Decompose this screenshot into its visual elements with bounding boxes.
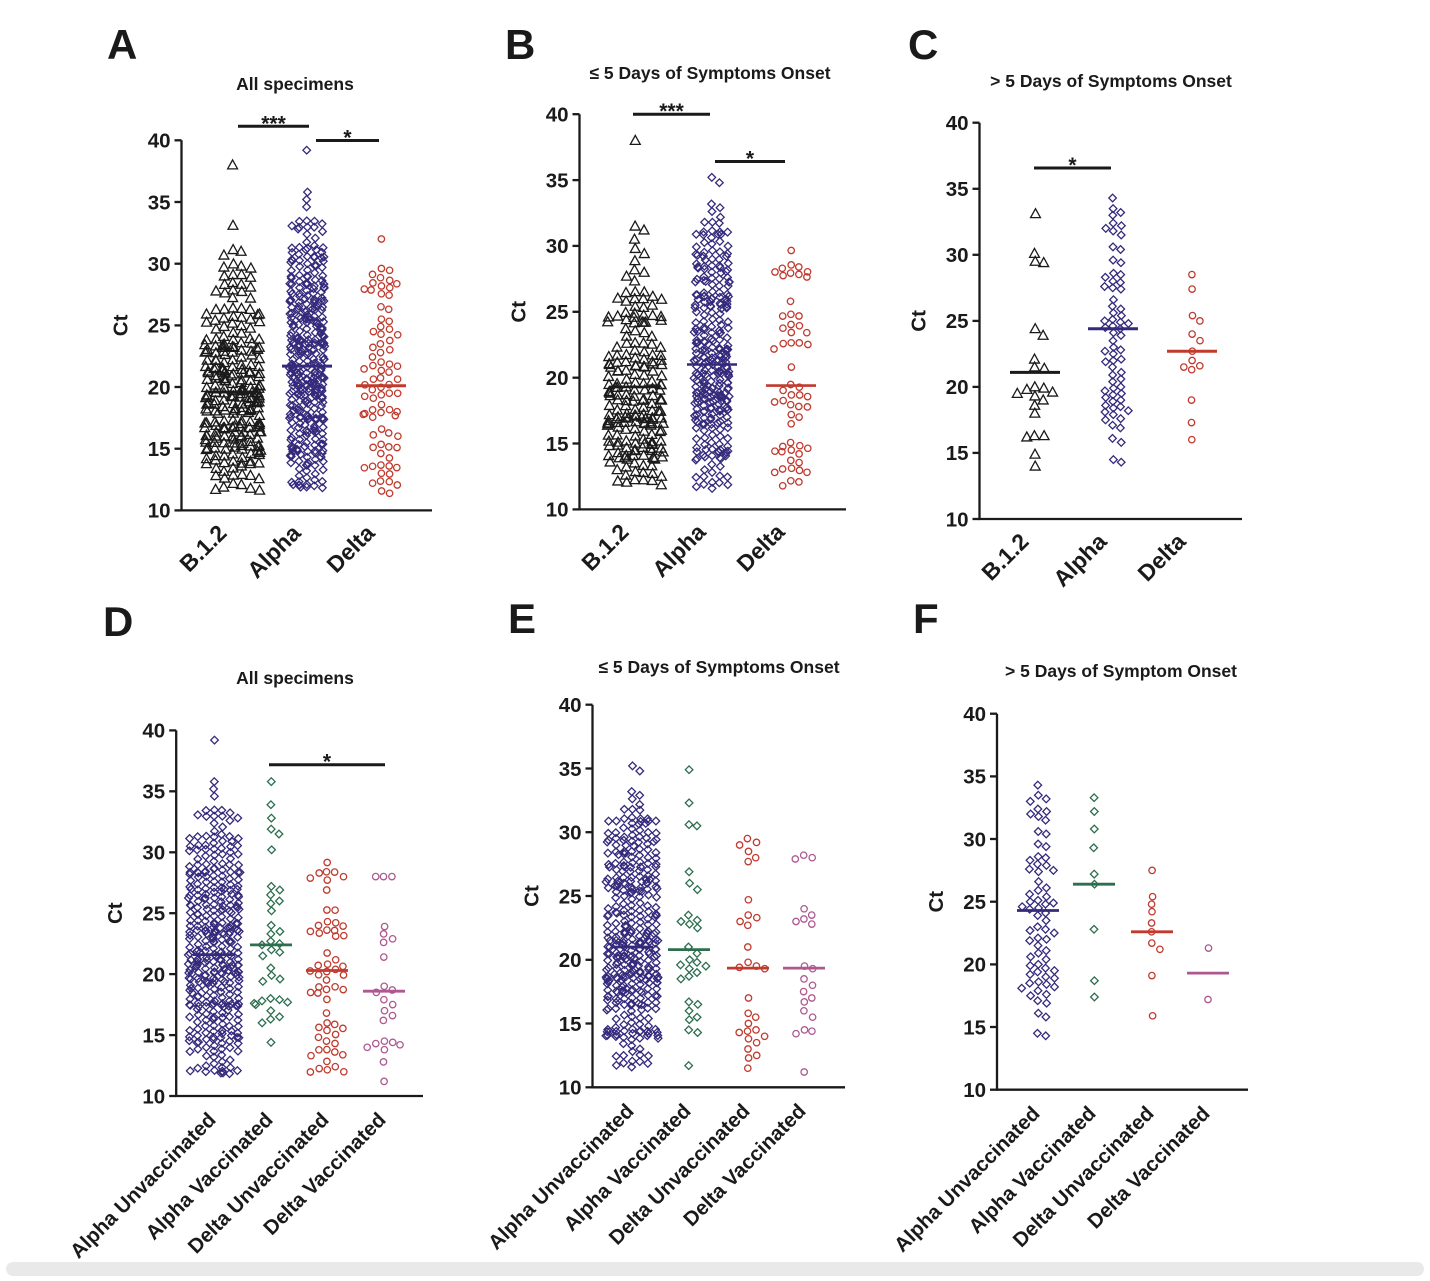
svg-text:> 5 Days of Symptom Onset: > 5 Days of Symptom Onset [1005, 661, 1237, 681]
svg-text:≤ 5 Days of Symptoms Onset: ≤ 5 Days of Symptoms Onset [589, 63, 830, 83]
svg-text:40: 40 [946, 112, 969, 135]
svg-text:25: 25 [963, 891, 986, 914]
svg-text:20: 20 [963, 954, 986, 977]
svg-text:Ct: Ct [908, 310, 931, 332]
svg-text:10: 10 [963, 1079, 986, 1102]
svg-text:25: 25 [546, 301, 569, 324]
svg-text:15: 15 [946, 442, 969, 465]
svg-text:E: E [508, 595, 536, 642]
svg-text:30: 30 [142, 842, 165, 865]
svg-text:B: B [505, 21, 535, 68]
svg-text:25: 25 [559, 885, 582, 908]
svg-text:40: 40 [546, 104, 569, 127]
svg-text:40: 40 [142, 720, 165, 743]
svg-text:15: 15 [148, 438, 171, 461]
svg-text:***: *** [261, 112, 286, 135]
svg-text:10: 10 [946, 508, 969, 531]
svg-text:*: * [323, 751, 332, 774]
svg-text:40: 40 [963, 703, 986, 726]
svg-text:Ct: Ct [925, 891, 948, 913]
svg-text:Ct: Ct [508, 301, 531, 323]
svg-text:25: 25 [142, 903, 165, 926]
svg-text:25: 25 [946, 310, 969, 333]
svg-text:10: 10 [142, 1085, 165, 1108]
svg-text:D: D [103, 598, 133, 645]
svg-text:25: 25 [148, 315, 171, 338]
svg-text:C: C [908, 21, 938, 68]
svg-text:20: 20 [946, 376, 969, 399]
svg-text:> 5 Days of Symptoms Onset: > 5 Days of Symptoms Onset [990, 71, 1232, 91]
svg-text:15: 15 [559, 1013, 582, 1036]
svg-text:35: 35 [142, 781, 165, 804]
svg-text:20: 20 [148, 376, 171, 399]
svg-text:30: 30 [148, 253, 171, 276]
svg-text:35: 35 [559, 758, 582, 781]
svg-text:30: 30 [546, 235, 569, 258]
svg-text:*: * [343, 127, 352, 150]
svg-text:All specimens: All specimens [236, 74, 354, 94]
svg-text:10: 10 [546, 499, 569, 522]
svg-text:A: A [107, 21, 137, 68]
svg-text:35: 35 [963, 766, 986, 789]
svg-text:Ct: Ct [110, 314, 133, 336]
svg-text:*: * [1068, 154, 1077, 177]
svg-text:40: 40 [559, 694, 582, 717]
svg-text:*: * [746, 148, 755, 171]
svg-text:10: 10 [148, 500, 171, 523]
svg-text:40: 40 [148, 130, 171, 153]
svg-text:35: 35 [946, 178, 969, 201]
svg-text:30: 30 [559, 822, 582, 845]
svg-text:30: 30 [963, 828, 986, 851]
svg-text:20: 20 [559, 949, 582, 972]
svg-text:35: 35 [546, 169, 569, 192]
svg-text:30: 30 [946, 244, 969, 267]
svg-text:15: 15 [963, 1016, 986, 1039]
svg-text:Ct: Ct [521, 885, 544, 907]
svg-text:***: *** [659, 100, 684, 123]
svg-text:15: 15 [546, 433, 569, 456]
svg-text:20: 20 [546, 367, 569, 390]
svg-text:35: 35 [148, 191, 171, 214]
svg-text:≤ 5 Days of Symptoms Onset: ≤ 5 Days of Symptoms Onset [598, 657, 839, 677]
svg-text:All specimens: All specimens [236, 668, 354, 688]
svg-text:20: 20 [142, 963, 165, 986]
svg-text:10: 10 [559, 1077, 582, 1100]
svg-text:15: 15 [142, 1024, 165, 1047]
svg-text:Ct: Ct [104, 902, 127, 924]
svg-text:F: F [913, 595, 939, 642]
